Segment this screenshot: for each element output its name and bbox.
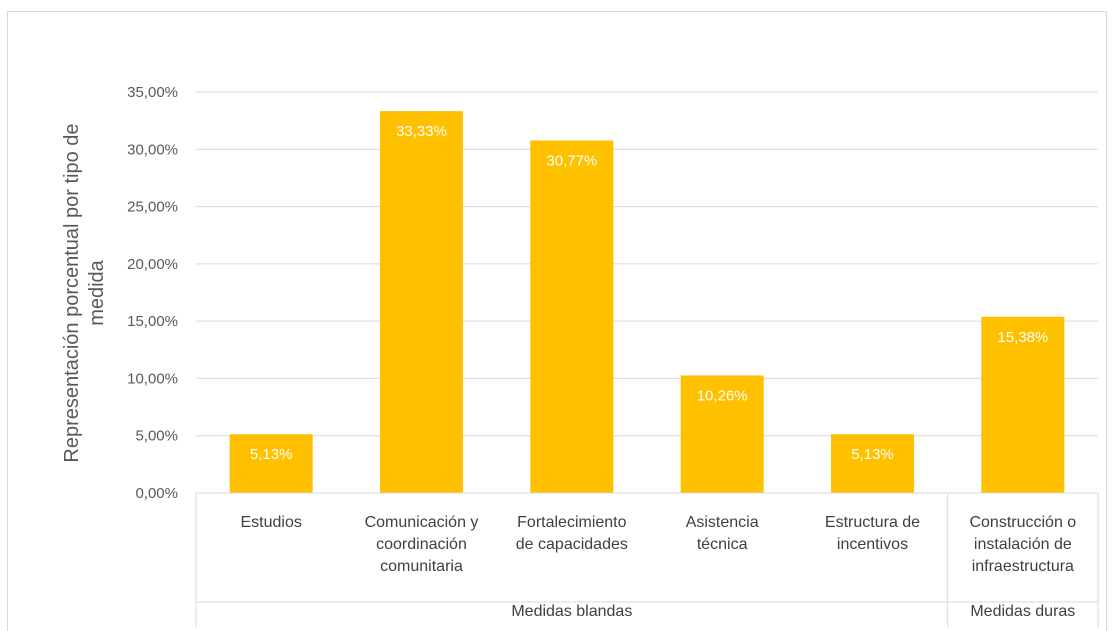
chart-frame [7,11,1107,631]
x-tick-label: Asistencia técnica [686,514,759,553]
y-tick-label: 0,00% [135,485,178,502]
bar [380,111,463,494]
gridlines [196,91,1098,437]
y-axis-ticks: 0,00% 5,00% 10,00% 15,00% 20,00% 25,00% 30,00%… [127,84,178,502]
data-labels: 5,13% 33,33% 30,77% 10,26% 5,13% 15,38% [250,123,1048,463]
y-tick-label: 10,00% [127,370,178,387]
y-tick-label: 30,00% [127,141,178,158]
bars [229,111,1065,494]
data-label: 33,33% [396,123,447,140]
x-tick-label: Fortalecimiento de capacidades [516,514,628,553]
data-label: 5,13% [851,446,894,463]
bar [530,140,614,493]
bar [831,434,914,493]
data-label: 30,77% [546,152,597,169]
y-tick-label: 25,00% [127,199,178,216]
x-tick-label: Construcción o instalación de infraestruct… [969,514,1076,575]
y-tick-label: 5,00% [135,428,178,445]
y-tick-label: 15,00% [127,313,178,330]
y-tick-label: 20,00% [127,256,178,273]
bar [981,316,1065,493]
data-label: 15,38% [997,329,1048,346]
data-label: 5,13% [250,446,293,463]
bar [680,375,764,493]
x-tick-label: Estudios [240,514,301,531]
x-tick-label: Comunicación y coordinación comunitaria [365,514,479,575]
y-axis-title: Representación porcentual por tipo de med… [61,123,108,462]
x-tick-label: Estructura de incentivos [825,514,920,553]
data-label: 10,26% [697,387,748,404]
y-tick-label: 35,00% [127,84,178,101]
group-label: Medidas blandas [511,603,632,620]
x-axis: Estudios Comunicación y coordinación comuni… [195,492,1099,627]
group-label: Medidas duras [970,603,1075,620]
bar [229,434,313,493]
